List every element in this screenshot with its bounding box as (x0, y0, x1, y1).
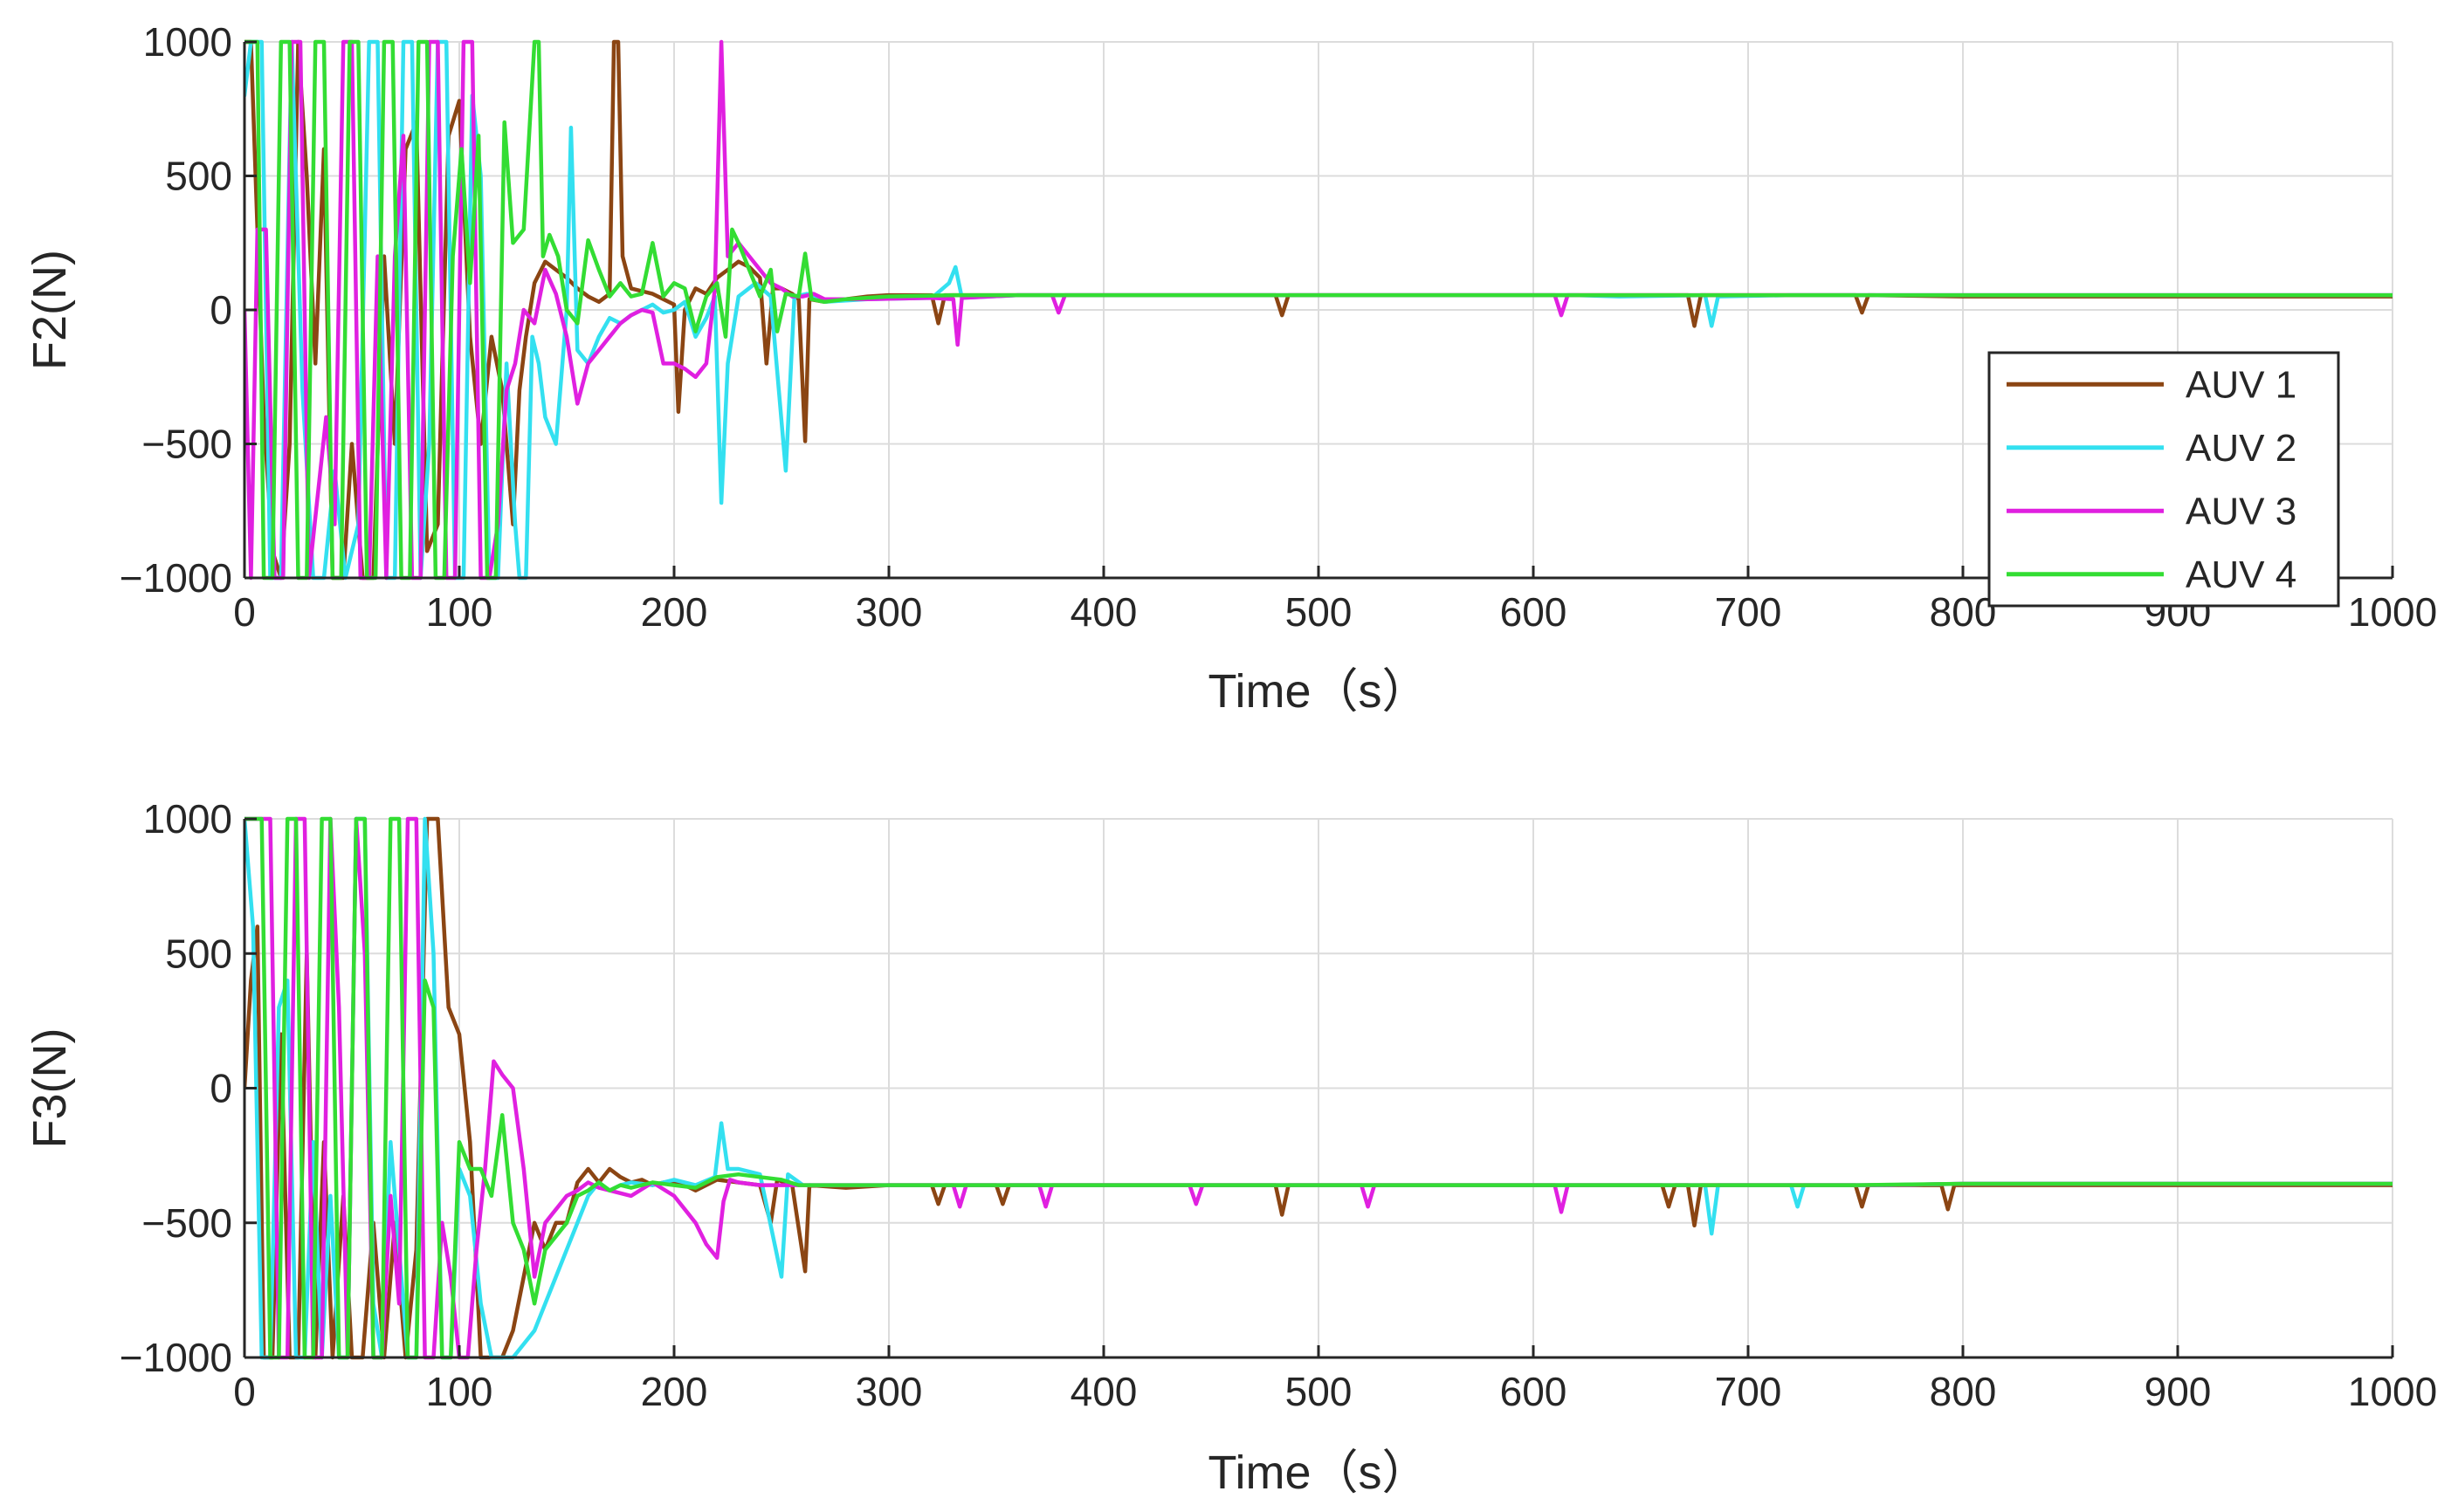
x-tick-label: 0 (233, 589, 256, 635)
x-tick-label: 0 (233, 1369, 256, 1414)
chart-bottom: 0 100 200 300 400 500 600 700 800 900 1000 −1000 −50… (24, 796, 2437, 1499)
x-tick-label: 800 (1930, 1369, 1997, 1414)
y-axis-label: F3(N) (24, 1028, 76, 1149)
x-tick-label: 200 (641, 1369, 708, 1414)
x-tick-label: 1000 (2348, 1369, 2437, 1414)
y-tick-label: 0 (210, 1066, 232, 1111)
legend-label-auv-3: AUV 3 (2186, 490, 2296, 533)
x-tick-label: 700 (1715, 1369, 1782, 1414)
legend: AUV 1 AUV 2 AUV 3 AUV 4 (1987, 351, 2340, 608)
y-tick-label: −500 (141, 422, 232, 467)
y-tick-label: −1000 (120, 555, 232, 601)
legend-box (1987, 351, 2340, 608)
x-tick-label: 1000 (2348, 589, 2437, 635)
y-tick-label: 500 (165, 931, 232, 976)
legend-label-auv-4: AUV 4 (2186, 553, 2296, 596)
x-tick-label: 600 (1500, 589, 1567, 635)
y-tick-label: 1000 (143, 19, 232, 65)
x-axis-label: Time（s） (1208, 665, 1429, 718)
y-tick-label: −500 (141, 1200, 232, 1246)
x-tick-label: 500 (1285, 1369, 1353, 1414)
x-tick-label: 700 (1715, 589, 1782, 635)
y-tick-label: −1000 (120, 1335, 232, 1380)
x-tick-label: 100 (426, 589, 493, 635)
x-tick-label: 100 (426, 1369, 493, 1414)
x-tick-label: 800 (1930, 589, 1997, 635)
legend-label-auv-1: AUV 1 (2186, 363, 2296, 406)
x-tick-label: 600 (1500, 1369, 1567, 1414)
chart-top: 0 100 200 300 400 500 600 700 800 900 1000−1000−50… (24, 19, 2437, 718)
y-axis-label: F2(N) (24, 250, 76, 370)
y-tick-label: 0 (210, 287, 232, 333)
legend-label-auv-2: AUV 2 (2186, 427, 2296, 470)
x-tick-label: 900 (2145, 1369, 2212, 1414)
x-tick-label: 400 (1071, 1369, 1138, 1414)
x-tick-label: 500 (1285, 589, 1353, 635)
series-line-auv-2 (244, 39, 2393, 581)
series-line-auv-4 (244, 39, 2393, 581)
x-tick-label: 300 (856, 589, 923, 635)
series-line-auv-4 (244, 816, 2393, 1360)
x-tick-label: 200 (641, 589, 708, 635)
x-tick-label: 400 (1071, 589, 1138, 635)
y-tick-label: 1000 (143, 796, 232, 842)
y-tick-label: 500 (165, 154, 232, 199)
x-tick-label: 300 (856, 1369, 923, 1414)
x-axis-label: Time（s） (1208, 1447, 1429, 1499)
